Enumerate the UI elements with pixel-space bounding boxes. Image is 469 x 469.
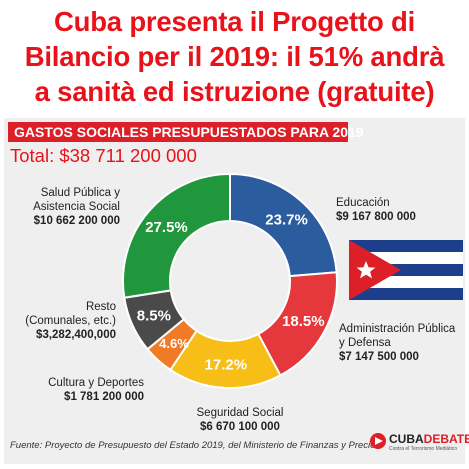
label-seguridad-value: $6 670 100 000 xyxy=(200,421,280,433)
percent-label-administracion: 18.5% xyxy=(282,313,325,330)
infographic-card: GASTOS SOCIALES PRESUPUESTADOS PARA 2019… xyxy=(4,118,469,464)
percent-label-seguridad: 17.2% xyxy=(205,356,248,373)
label-administracion: Administración Pública y Defensa $7 147 … xyxy=(339,322,455,364)
cuba-flag xyxy=(349,240,463,300)
chart-total: Total: $38 711 200 000 xyxy=(10,145,197,166)
cubadebate-logo: CUBADEBATE Contra el Terrorismo Mediátic… xyxy=(370,431,469,457)
label-salud-name-1: Salud Pública y xyxy=(40,187,120,199)
cubadebate-logo-icon xyxy=(370,433,386,449)
flag-star-icon xyxy=(356,261,376,279)
logo-brand-a: CUBA xyxy=(389,432,424,446)
label-resto-name-1: Resto xyxy=(85,301,116,313)
percent-label-educacion: 23.7% xyxy=(265,212,308,229)
label-salud: Salud Pública y Asistencia Social $10 66… xyxy=(10,186,120,228)
label-resto-value: $3,282,400,000 xyxy=(36,329,116,341)
headline-line-1: Cuba presenta il Progetto di xyxy=(53,6,416,37)
donut-chart: 23.7% 18.5% 17.2% 4.6% 8.5% 27.5% xyxy=(122,172,338,389)
headline: Cuba presenta il Progetto di Bilancio pe… xyxy=(0,4,469,109)
source-note: Fuente: Proyecto de Presupuesto del Esta… xyxy=(10,440,381,451)
label-administracion-name-2: y Defensa xyxy=(339,337,391,349)
label-seguridad: Seguridad Social $6 670 100 000 xyxy=(180,406,300,434)
logo-text: CUBADEBATE xyxy=(389,432,469,446)
logo-tagline: Contra el Terrorismo Mediático xyxy=(389,446,457,452)
slice-salud xyxy=(122,172,231,299)
label-resto-name-2: (Comunales, etc.) xyxy=(25,315,116,327)
label-educacion-name: Educación xyxy=(336,197,390,209)
label-cultura-value: $1 781 200 000 xyxy=(64,391,144,403)
label-salud-name-2: Asistencia Social xyxy=(33,201,120,213)
label-educacion: Educación $9 167 800 000 xyxy=(336,196,416,224)
label-administracion-value: $7 147 500 000 xyxy=(339,351,419,363)
label-cultura: Cultura y Deportes $1 781 200 000 xyxy=(24,376,144,404)
percent-label-cultura: 4.6% xyxy=(159,336,189,351)
label-administracion-name-1: Administración Pública xyxy=(339,323,456,335)
headline-line-3: a sanità ed istruzione (gratuite) xyxy=(34,76,435,107)
headline-line-2: Bilancio per il 2019: il 51% andrà xyxy=(24,41,445,72)
label-salud-value: $10 662 200 000 xyxy=(33,215,120,227)
label-cultura-name: Cultura y Deportes xyxy=(48,377,144,389)
slice-educacion xyxy=(229,172,338,278)
label-resto: Resto (Comunales, etc.) $3,282,400,000 xyxy=(10,300,116,342)
percent-label-resto: 8.5% xyxy=(137,307,171,324)
percent-label-salud: 27.5% xyxy=(145,219,188,236)
label-educacion-value: $9 167 800 000 xyxy=(336,211,416,223)
chart-title: GASTOS SOCIALES PRESUPUESTADOS PARA 2019 xyxy=(8,122,364,142)
logo-brand-b: DEBATE xyxy=(423,432,469,446)
label-seguridad-name: Seguridad Social xyxy=(196,407,284,419)
